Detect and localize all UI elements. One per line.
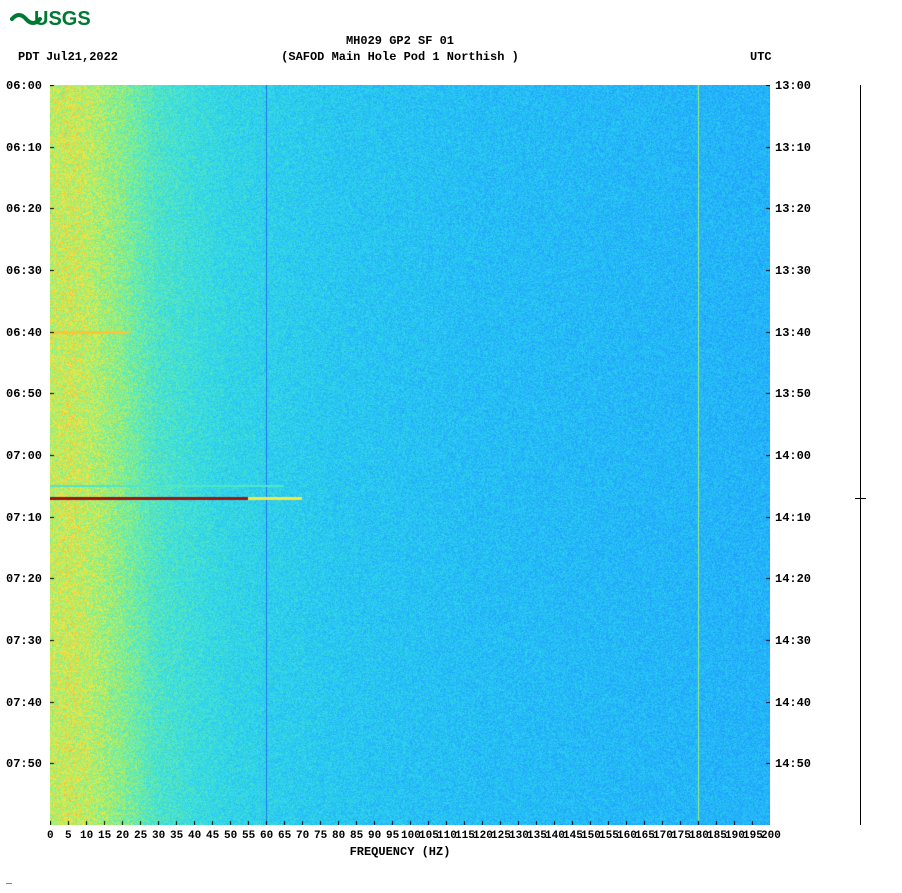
x-tick: 60 <box>260 830 273 842</box>
y-tick-right: 14:50 <box>775 757 811 771</box>
y-tick-right: 14:20 <box>775 572 811 586</box>
x-axis-label: FREQUENCY (HZ) <box>0 845 800 859</box>
left-timezone-label: PDT <box>18 50 40 64</box>
x-tick: 120 <box>473 830 493 842</box>
y-tick-right: 14:30 <box>775 634 811 648</box>
y-tick-right: 13:00 <box>775 79 811 93</box>
usgs-logo: USGS <box>10 5 100 35</box>
y-tick-left: 07:50 <box>6 757 42 771</box>
x-tick: 185 <box>707 830 727 842</box>
date-label: Jul21,2022 <box>46 50 118 64</box>
x-tick: 80 <box>332 830 345 842</box>
y-tick-left: 06:10 <box>6 141 42 155</box>
x-tick: 125 <box>491 830 511 842</box>
x-tick: 55 <box>242 830 255 842</box>
x-tick: 70 <box>296 830 309 842</box>
x-tick: 115 <box>455 830 475 842</box>
x-tick: 165 <box>635 830 655 842</box>
x-tick: 45 <box>206 830 219 842</box>
right-timezone-label: UTC <box>750 50 772 64</box>
y-tick-left: 07:20 <box>6 572 42 586</box>
x-tick: 110 <box>437 830 457 842</box>
x-tick: 135 <box>527 830 547 842</box>
x-tick: 195 <box>743 830 763 842</box>
x-tick: 10 <box>80 830 93 842</box>
x-tick: 95 <box>386 830 399 842</box>
x-tick: 90 <box>368 830 381 842</box>
x-tick: 200 <box>761 830 781 842</box>
spectrogram-plot <box>50 85 770 825</box>
y-tick-right: 13:50 <box>775 387 811 401</box>
x-tick: 155 <box>599 830 619 842</box>
x-tick: 15 <box>98 830 111 842</box>
y-tick-left: 07:30 <box>6 634 42 648</box>
x-tick: 85 <box>350 830 363 842</box>
x-tick: 25 <box>134 830 147 842</box>
y-tick-right: 14:00 <box>775 449 811 463</box>
y-tick-left: 06:30 <box>6 264 42 278</box>
spectrogram-canvas <box>50 85 770 825</box>
chart-title: MH029 GP2 SF 01 <box>0 34 800 48</box>
y-tick-left: 07:10 <box>6 511 42 525</box>
chart-subtitle: (SAFOD Main Hole Pod 1 Northish ) <box>0 50 800 64</box>
x-tick: 180 <box>689 830 709 842</box>
y-tick-right: 14:10 <box>775 511 811 525</box>
y-tick-left: 06:20 <box>6 202 42 216</box>
logo-text: USGS <box>34 8 91 30</box>
x-tick: 40 <box>188 830 201 842</box>
footnote: _ <box>6 876 12 887</box>
x-tick: 100 <box>401 830 421 842</box>
x-tick: 35 <box>170 830 183 842</box>
x-tick: 30 <box>152 830 165 842</box>
y-tick-left: 06:00 <box>6 79 42 93</box>
x-tick: 130 <box>509 830 529 842</box>
x-tick: 145 <box>563 830 583 842</box>
x-tick: 0 <box>47 830 54 842</box>
y-tick-left: 07:40 <box>6 696 42 710</box>
y-tick-left: 07:00 <box>6 449 42 463</box>
x-tick: 150 <box>581 830 601 842</box>
x-tick: 5 <box>65 830 72 842</box>
x-tick: 50 <box>224 830 237 842</box>
x-tick: 105 <box>419 830 439 842</box>
scale-marker <box>855 498 866 499</box>
y-tick-right: 13:40 <box>775 326 811 340</box>
y-tick-left: 06:40 <box>6 326 42 340</box>
y-tick-right: 13:30 <box>775 264 811 278</box>
y-tick-right: 13:20 <box>775 202 811 216</box>
x-tick: 140 <box>545 830 565 842</box>
x-tick: 175 <box>671 830 691 842</box>
scale-bar <box>860 85 861 825</box>
x-tick: 75 <box>314 830 327 842</box>
x-tick: 65 <box>278 830 291 842</box>
y-tick-right: 13:10 <box>775 141 811 155</box>
x-tick: 170 <box>653 830 673 842</box>
x-tick: 160 <box>617 830 637 842</box>
y-tick-left: 06:50 <box>6 387 42 401</box>
x-tick: 190 <box>725 830 745 842</box>
y-tick-right: 14:40 <box>775 696 811 710</box>
x-tick: 20 <box>116 830 129 842</box>
